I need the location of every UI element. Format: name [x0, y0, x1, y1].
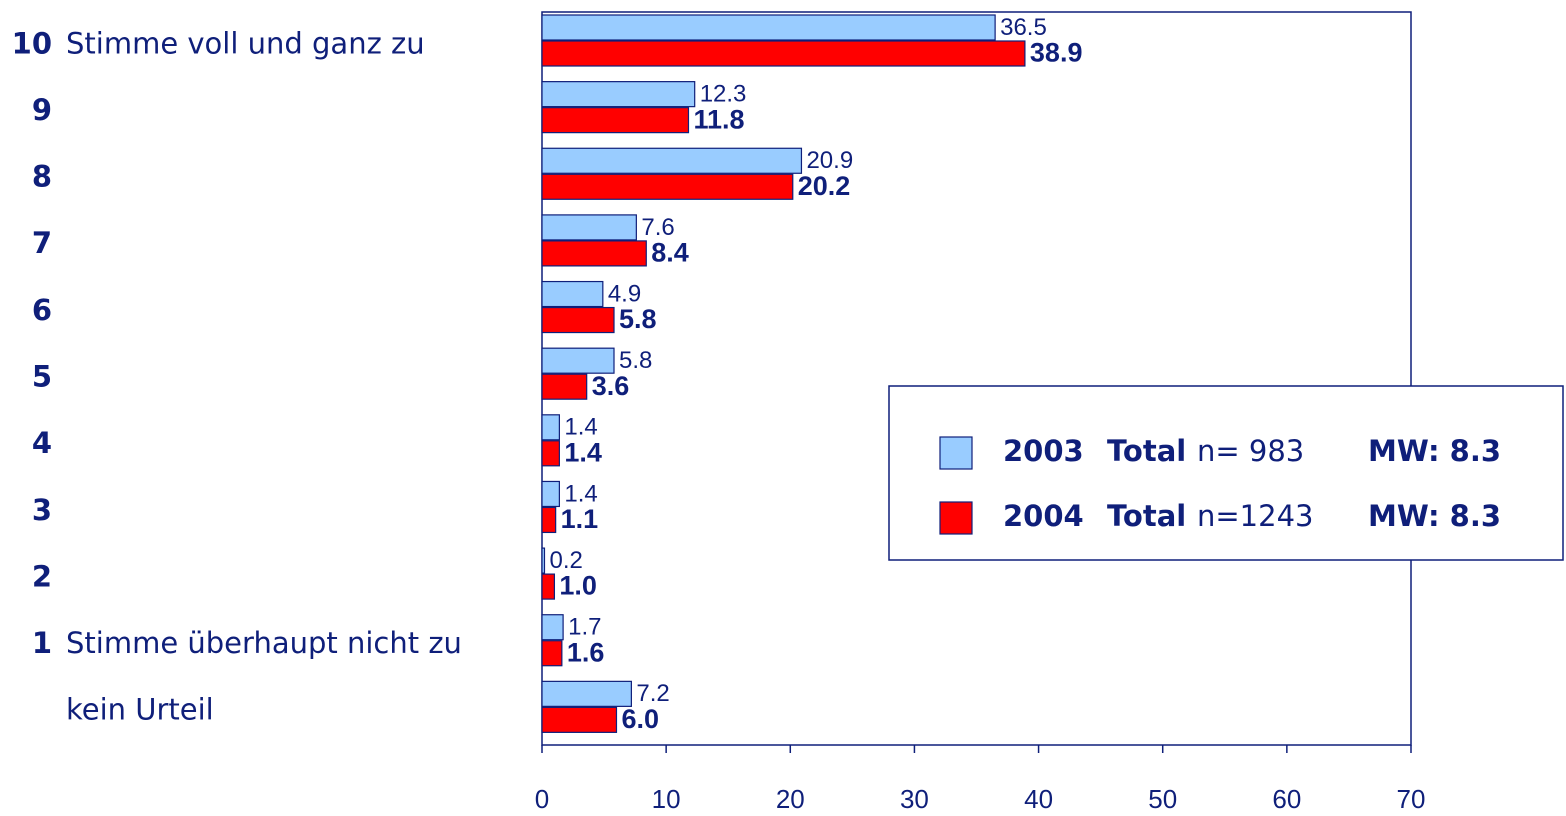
legend-mean: MW: 8.3	[1368, 499, 1501, 533]
legend-label: 2004	[1003, 499, 1084, 533]
value-label: 12.3	[700, 80, 747, 107]
category-label: 3	[32, 493, 52, 527]
category-label: 9	[32, 93, 52, 127]
value-label: 1.1	[561, 504, 599, 534]
bar	[541, 40, 1026, 67]
bar	[541, 14, 996, 41]
category-label: kein Urteil	[66, 693, 214, 727]
legend-swatch	[939, 436, 973, 470]
value-label: 5.8	[619, 304, 657, 334]
value-label: 7.6	[641, 214, 674, 241]
bar	[541, 640, 563, 667]
bar	[541, 573, 556, 600]
bar	[541, 506, 557, 534]
value-label: 11.8	[693, 104, 744, 134]
x-tick-label: 40	[1024, 784, 1053, 814]
value-label: 1.7	[568, 614, 601, 641]
value-label: 38.9	[1030, 38, 1083, 68]
bar	[541, 306, 615, 334]
legend-frame	[888, 385, 1564, 561]
bar	[541, 147, 803, 174]
value-label: 7.2	[636, 680, 669, 707]
bar	[541, 107, 690, 134]
x-tick-label: 50	[1148, 784, 1177, 814]
value-label: 1.4	[564, 437, 602, 467]
scale-label: Stimme überhaupt nicht zu	[66, 626, 462, 660]
bar	[541, 173, 794, 200]
scale-label: Stimme voll und ganz zu	[66, 26, 425, 60]
legend: 2003 Total n= 983 MW: 8.3 2004 Total n=1243 MW:…	[888, 385, 1564, 561]
category-label: 10	[12, 26, 52, 60]
value-label: 6.0	[621, 704, 659, 734]
bar	[541, 280, 604, 308]
bar	[541, 480, 560, 508]
bar	[541, 214, 637, 241]
category-label: 5	[32, 360, 52, 394]
legend-group: Total	[1107, 434, 1186, 468]
value-label: 36.5	[1000, 14, 1047, 41]
bar	[541, 614, 564, 641]
x-tick-label: 60	[1272, 784, 1301, 814]
bar	[541, 81, 696, 108]
value-label: 20.9	[806, 147, 853, 174]
legend-n: n=1243	[1197, 499, 1313, 533]
category-label: 1	[32, 626, 52, 660]
value-label: 3.6	[592, 371, 630, 401]
bar	[541, 547, 546, 574]
legend-swatch	[939, 501, 973, 535]
x-tick-label: 70	[1397, 784, 1426, 814]
x-tick-label: 30	[900, 784, 929, 814]
legend-label: 2003	[1003, 434, 1084, 468]
category-label: 6	[32, 293, 52, 327]
legend-group: Total	[1107, 499, 1186, 533]
category-label: 4	[32, 426, 52, 460]
value-label: 1.0	[559, 571, 597, 601]
bar	[541, 706, 618, 733]
bar	[541, 440, 560, 467]
value-label: 1.6	[567, 637, 605, 667]
value-label: 20.2	[798, 171, 851, 201]
value-label: 8.4	[651, 238, 689, 268]
value-label: 1.4	[564, 480, 597, 507]
category-label: 2	[32, 559, 52, 593]
value-label: 5.8	[619, 347, 652, 374]
value-label: 0.2	[549, 547, 582, 574]
x-tick-label: 0	[535, 784, 549, 814]
bar	[541, 680, 632, 707]
x-tick-label: 10	[652, 784, 681, 814]
x-tick-label: 20	[776, 784, 805, 814]
value-label: 1.4	[564, 414, 597, 441]
bar	[541, 347, 615, 374]
bar	[541, 240, 647, 267]
bar	[541, 373, 588, 400]
legend-mean: MW: 8.3	[1368, 434, 1501, 468]
legend-n: n= 983	[1197, 434, 1304, 468]
category-label: 8	[32, 160, 52, 194]
value-label: 4.9	[608, 280, 641, 307]
category-label: 7	[32, 226, 52, 260]
bar	[541, 414, 560, 441]
